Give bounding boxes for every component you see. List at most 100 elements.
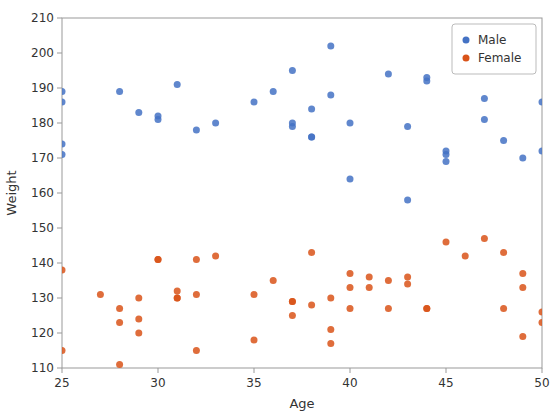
legend-marker bbox=[463, 37, 470, 44]
point bbox=[500, 137, 507, 144]
point bbox=[385, 305, 392, 312]
point bbox=[62, 267, 66, 274]
point bbox=[289, 123, 296, 130]
point bbox=[481, 95, 488, 102]
plot-frame bbox=[62, 18, 542, 368]
x-tick bbox=[446, 368, 447, 373]
point bbox=[155, 256, 162, 263]
point bbox=[347, 305, 354, 312]
point bbox=[404, 281, 411, 288]
point bbox=[519, 333, 526, 340]
point bbox=[193, 291, 200, 298]
point bbox=[193, 127, 200, 134]
y-tick bbox=[57, 298, 62, 299]
point bbox=[443, 239, 450, 246]
x-tick bbox=[542, 368, 543, 373]
point bbox=[327, 92, 334, 99]
y-tick-label: 110 bbox=[31, 361, 54, 375]
point bbox=[155, 256, 162, 263]
y-tick-label: 150 bbox=[31, 221, 54, 235]
point bbox=[62, 347, 66, 354]
y-tick bbox=[57, 123, 62, 124]
y-tick-label: 120 bbox=[31, 326, 54, 340]
point bbox=[366, 284, 373, 291]
point bbox=[62, 141, 66, 148]
point bbox=[366, 274, 373, 281]
point bbox=[308, 302, 315, 309]
y-axis-label: Weight bbox=[4, 170, 19, 215]
chart: 2530354045501101201301401501601701801902… bbox=[0, 0, 560, 420]
point bbox=[289, 67, 296, 74]
point bbox=[174, 295, 181, 302]
point bbox=[270, 277, 277, 284]
point bbox=[212, 253, 219, 260]
point bbox=[462, 253, 469, 260]
series bbox=[62, 235, 542, 368]
point bbox=[270, 88, 277, 95]
point bbox=[519, 155, 526, 162]
point bbox=[385, 277, 392, 284]
x-tick bbox=[254, 368, 255, 373]
y-tick bbox=[57, 333, 62, 334]
y-tick-label: 160 bbox=[31, 186, 54, 200]
x-tick bbox=[158, 368, 159, 373]
x-tick-label: 35 bbox=[246, 376, 261, 390]
point bbox=[289, 312, 296, 319]
point bbox=[135, 316, 142, 323]
y-tick-label: 180 bbox=[31, 116, 54, 130]
legend-label: Male bbox=[478, 33, 506, 47]
y-tick bbox=[57, 53, 62, 54]
point bbox=[174, 81, 181, 88]
y-tick-label: 140 bbox=[31, 256, 54, 270]
point bbox=[519, 270, 526, 277]
point bbox=[327, 43, 334, 50]
point bbox=[347, 284, 354, 291]
point bbox=[327, 295, 334, 302]
x-tick-label: 50 bbox=[534, 376, 549, 390]
point bbox=[308, 249, 315, 256]
point bbox=[62, 99, 66, 106]
y-tick bbox=[57, 88, 62, 89]
point bbox=[500, 249, 507, 256]
point bbox=[539, 148, 543, 155]
point bbox=[327, 340, 334, 347]
point bbox=[347, 270, 354, 277]
point bbox=[193, 347, 200, 354]
y-tick bbox=[57, 263, 62, 264]
point bbox=[308, 134, 315, 141]
y-tick bbox=[57, 228, 62, 229]
point bbox=[443, 158, 450, 165]
x-tick bbox=[62, 368, 63, 373]
y-tick bbox=[57, 158, 62, 159]
point bbox=[251, 291, 258, 298]
x-tick-label: 45 bbox=[438, 376, 453, 390]
point bbox=[539, 99, 543, 106]
y-tick-label: 170 bbox=[31, 151, 54, 165]
point bbox=[519, 284, 526, 291]
point bbox=[481, 116, 488, 123]
point bbox=[62, 151, 66, 158]
point bbox=[423, 305, 430, 312]
point bbox=[97, 291, 104, 298]
legend-marker bbox=[463, 55, 470, 62]
point bbox=[404, 197, 411, 204]
point bbox=[116, 319, 123, 326]
point bbox=[135, 109, 142, 116]
point bbox=[308, 106, 315, 113]
point bbox=[385, 71, 392, 78]
point bbox=[289, 298, 296, 305]
point bbox=[193, 256, 200, 263]
x-tick-label: 40 bbox=[342, 376, 357, 390]
point bbox=[308, 134, 315, 141]
point bbox=[423, 78, 430, 85]
point bbox=[481, 235, 488, 242]
point bbox=[135, 295, 142, 302]
point bbox=[327, 326, 334, 333]
x-tick-label: 30 bbox=[150, 376, 165, 390]
y-tick-label: 190 bbox=[31, 81, 54, 95]
legend-box bbox=[452, 24, 536, 74]
point bbox=[174, 295, 181, 302]
x-tick-label: 25 bbox=[54, 376, 69, 390]
point bbox=[404, 274, 411, 281]
point bbox=[251, 99, 258, 106]
